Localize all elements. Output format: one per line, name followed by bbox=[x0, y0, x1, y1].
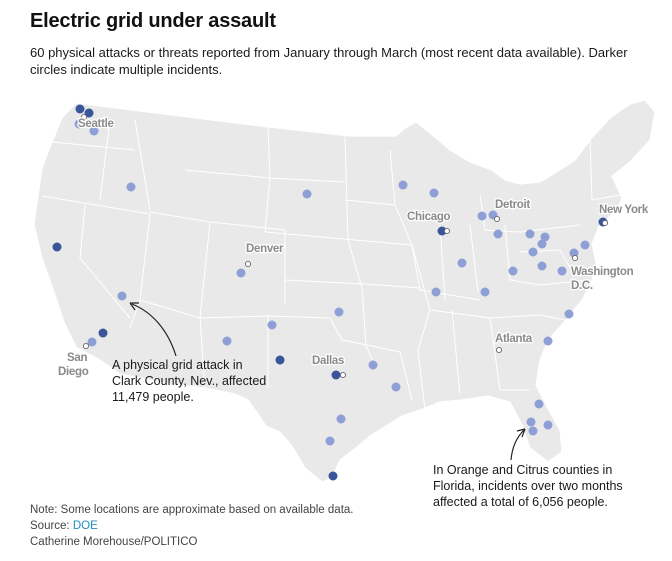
incident-marker bbox=[431, 287, 441, 297]
arrowhead-vegas bbox=[129, 302, 139, 311]
incident-marker bbox=[580, 240, 590, 250]
incident-marker bbox=[236, 268, 246, 278]
incident-marker bbox=[328, 471, 338, 481]
incident-markers bbox=[52, 104, 608, 481]
incident-marker bbox=[528, 426, 538, 436]
us-land bbox=[33, 99, 656, 483]
incident-marker bbox=[74, 119, 84, 129]
incident-marker bbox=[429, 188, 439, 198]
incident-marker bbox=[52, 242, 62, 252]
city-label-detroit: Detroit bbox=[495, 199, 530, 211]
incident-marker bbox=[87, 337, 97, 347]
incident-marker bbox=[480, 287, 490, 297]
incident-marker bbox=[275, 355, 285, 365]
city-dot-denver bbox=[244, 260, 252, 268]
city-label-san-diego-line2: Diego bbox=[58, 366, 89, 378]
city-label-new-york: New York bbox=[599, 204, 649, 216]
incident-marker bbox=[336, 414, 346, 424]
city-label-atlanta: Atlanta bbox=[495, 333, 533, 345]
incident-marker bbox=[331, 370, 341, 380]
map-title: Electric grid under assault bbox=[30, 10, 276, 32]
footer-credit: Catherine Morehouse/POLITICO bbox=[30, 536, 198, 548]
incident-marker bbox=[437, 226, 447, 236]
city-dot-new-york bbox=[601, 219, 609, 227]
incident-marker bbox=[398, 180, 408, 190]
source-link[interactable]: DOE bbox=[72, 520, 98, 532]
incident-marker bbox=[457, 258, 467, 268]
incident-marker bbox=[526, 417, 536, 427]
footer-note: Note: Some locations are approximate bas… bbox=[30, 504, 354, 516]
incident-marker bbox=[537, 239, 547, 249]
incident-marker bbox=[564, 309, 574, 319]
city-dot-dallas bbox=[339, 371, 347, 379]
city-label-denver: Denver bbox=[246, 243, 284, 255]
incident-marker bbox=[368, 360, 378, 370]
city-label-chicago: Chicago bbox=[407, 211, 451, 223]
incident-marker bbox=[540, 232, 550, 242]
city-dot-washington-dc bbox=[571, 254, 579, 262]
incident-marker bbox=[89, 126, 99, 136]
incident-marker bbox=[525, 229, 535, 239]
city-label-san-diego-line1: San bbox=[67, 352, 87, 364]
source-label: Source: bbox=[30, 520, 73, 532]
annotation-arrows bbox=[129, 302, 526, 461]
footer-source: Source: DOE bbox=[30, 520, 98, 532]
city-dot-chicago bbox=[443, 227, 451, 235]
incident-marker bbox=[334, 307, 344, 317]
incident-marker bbox=[543, 336, 553, 346]
incident-marker bbox=[477, 211, 487, 221]
city-label-dallas: Dallas bbox=[312, 355, 344, 367]
incident-marker bbox=[75, 104, 85, 114]
incident-marker bbox=[543, 420, 553, 430]
city-markers bbox=[80, 113, 609, 379]
city-label-seattle: Seattle bbox=[78, 118, 114, 130]
incident-marker bbox=[528, 247, 538, 257]
city-dot-seattle bbox=[80, 113, 88, 121]
incident-marker bbox=[537, 261, 547, 271]
incident-marker bbox=[98, 328, 108, 338]
incident-marker bbox=[391, 382, 401, 392]
incident-marker bbox=[267, 320, 277, 330]
incident-marker bbox=[126, 182, 136, 192]
incident-marker bbox=[508, 266, 518, 276]
city-label-washington-dc-line2: D.C. bbox=[571, 280, 593, 292]
incident-marker bbox=[302, 189, 312, 199]
city-labels: Seattle San Diego Denver Dallas Chicago … bbox=[57, 117, 651, 379]
arrowhead-florida bbox=[516, 428, 526, 438]
city-dot-atlanta bbox=[495, 346, 503, 354]
annotation-clark-county: A physical grid attack in Clark County, … bbox=[112, 358, 267, 404]
map-subtitle: 60 physical attacks or threats reported … bbox=[30, 45, 628, 77]
city-label-washington-dc-line1: Washington bbox=[571, 266, 634, 278]
city-dot-san-diego bbox=[82, 342, 90, 350]
city-dot-detroit bbox=[493, 215, 501, 223]
annotation-florida: In Orange and Citrus counties in Florida… bbox=[433, 463, 623, 509]
annotation-arrow-vegas bbox=[131, 303, 177, 357]
incident-marker bbox=[557, 266, 567, 276]
incident-marker bbox=[493, 229, 503, 239]
incident-marker bbox=[84, 108, 94, 118]
incident-marker bbox=[117, 291, 127, 301]
annotation-arrow-florida bbox=[510, 429, 525, 461]
incident-marker bbox=[222, 336, 232, 346]
incident-marker bbox=[325, 436, 335, 446]
state-borders bbox=[41, 119, 621, 411]
incident-marker bbox=[534, 399, 544, 409]
